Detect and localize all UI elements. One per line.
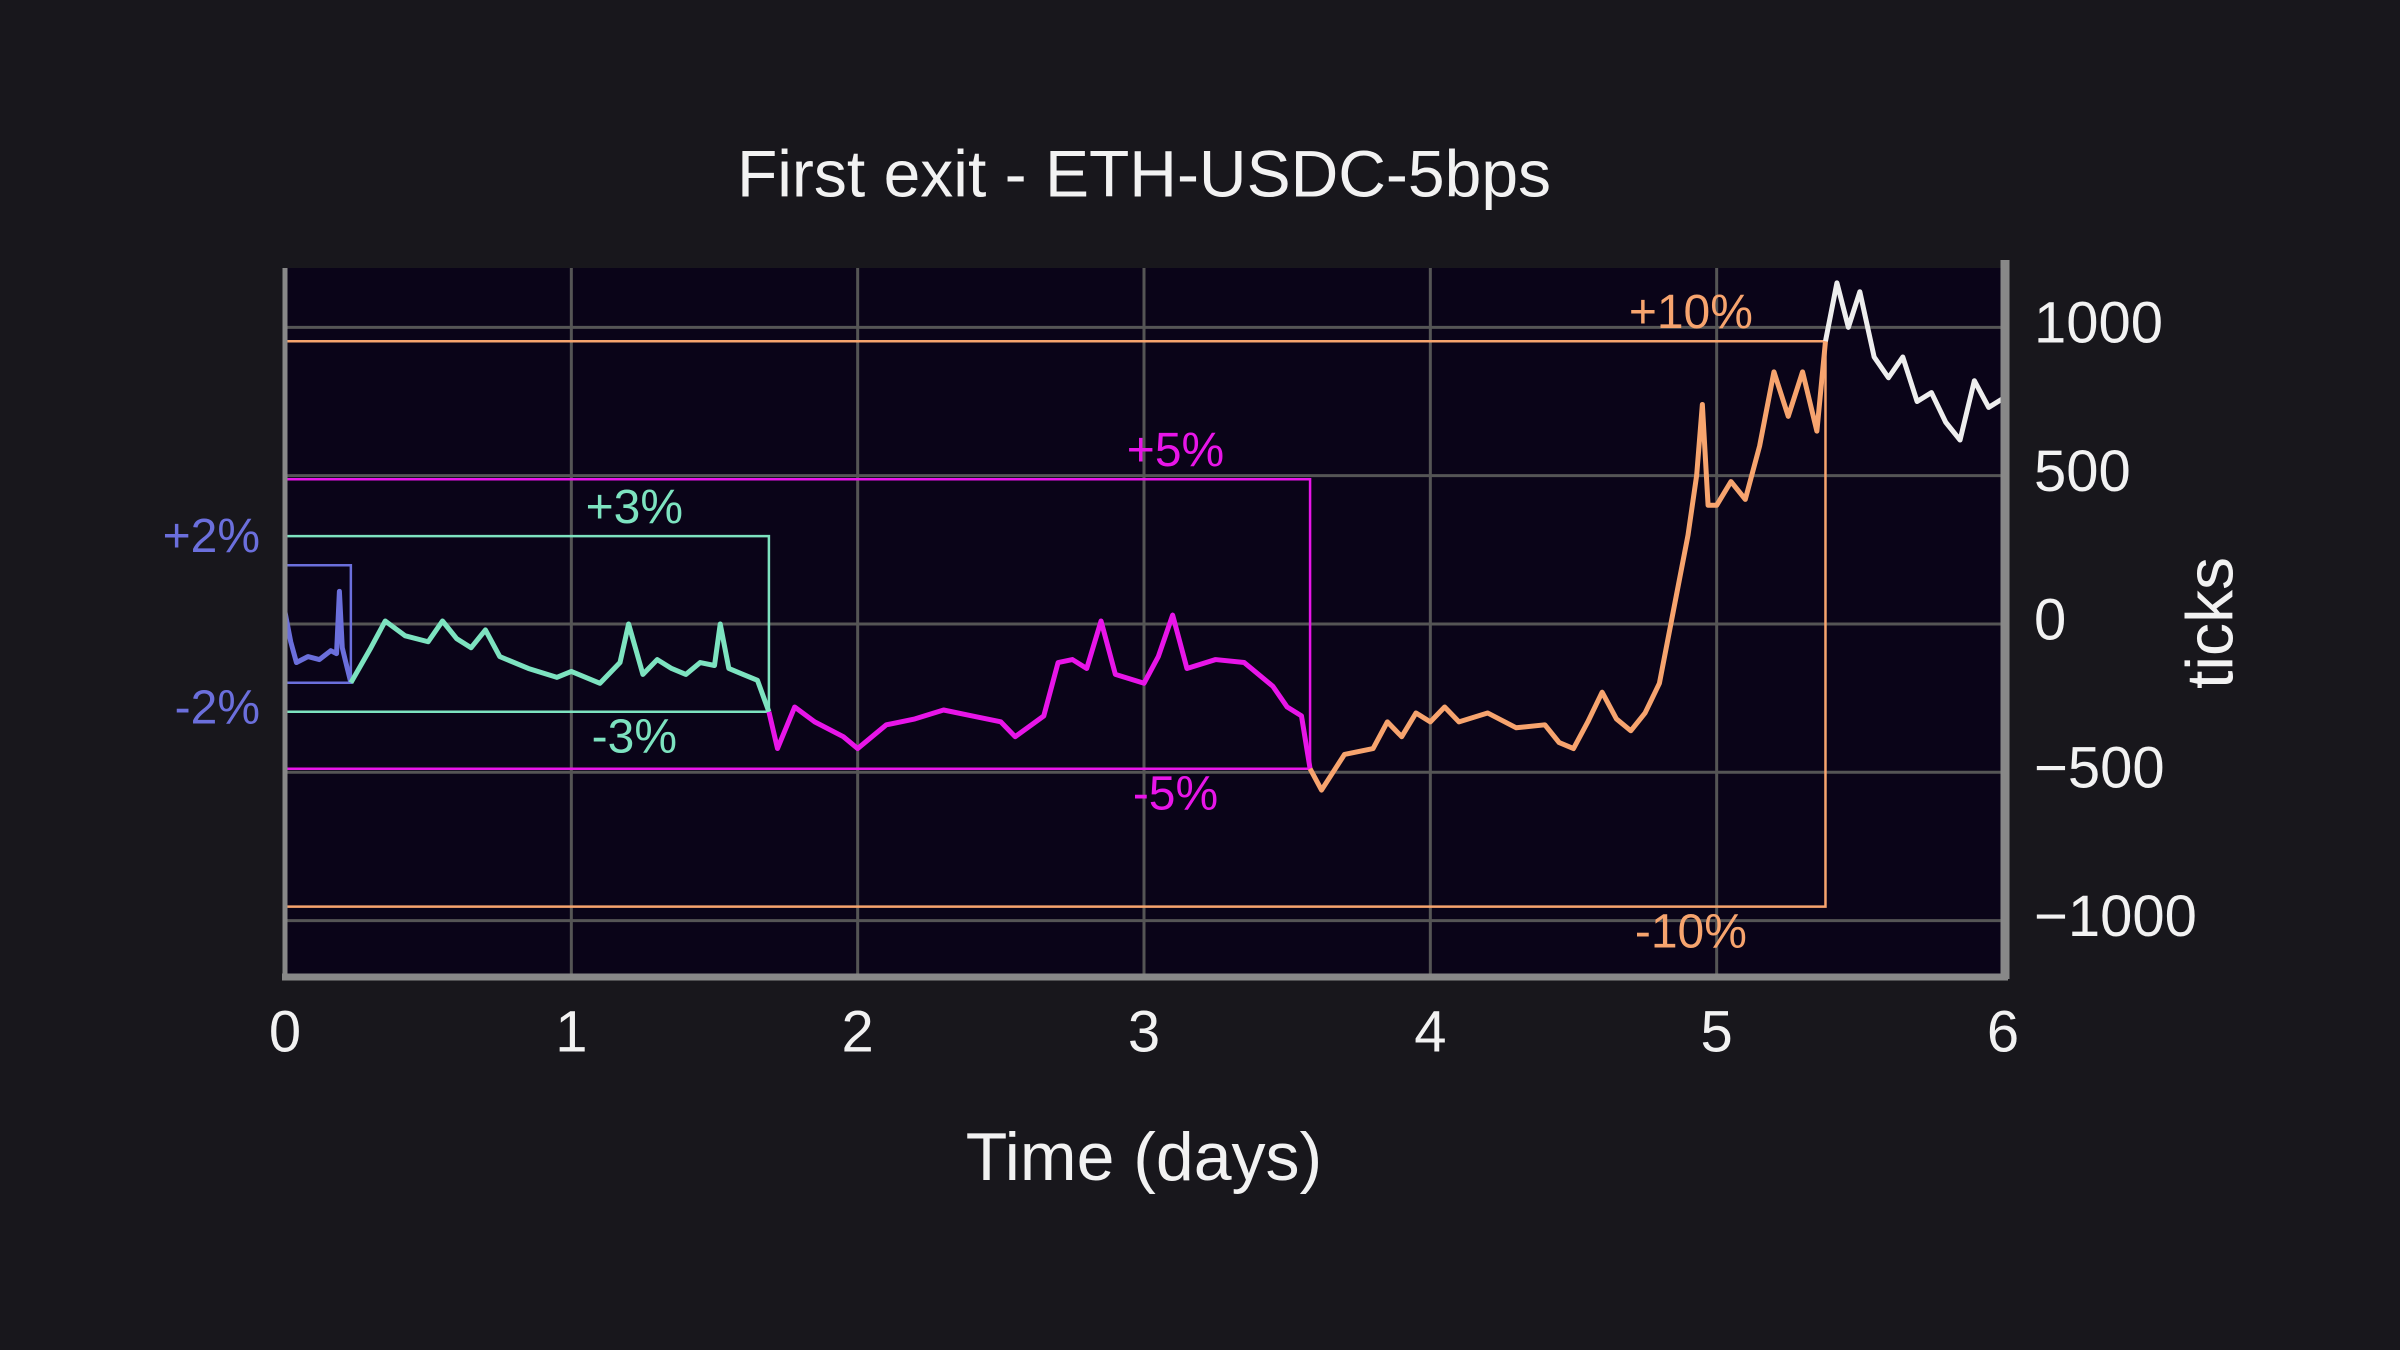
series-line: [1823, 280, 2005, 443]
band-lower-label: -3%: [592, 710, 677, 763]
y-tick-label: 0: [2034, 587, 2066, 652]
band-lower-label: -10%: [1635, 905, 1747, 958]
exit-band: [285, 477, 1312, 770]
x-tick-label: 3: [1128, 999, 1160, 1064]
y-axis-label: ticks: [2172, 557, 2246, 689]
series-line: [282, 588, 354, 684]
y-tick-label: −1000: [2034, 884, 2197, 949]
x-tick-label: 4: [1414, 999, 1446, 1064]
band-lower-label: -5%: [1133, 767, 1218, 820]
x-tick-label: 6: [1987, 999, 2019, 1064]
band-upper-label: +2%: [163, 510, 260, 563]
series-line: [766, 612, 1313, 770]
band-upper-label: +5%: [1127, 424, 1224, 477]
exit-band: [285, 340, 1827, 908]
x-tick-label: 5: [1701, 999, 1733, 1064]
y-tick-label: −500: [2034, 736, 2165, 801]
y-tick-label: 1000: [2034, 291, 2163, 356]
band-upper-label: +3%: [586, 481, 683, 534]
x-tick-label: 0: [269, 999, 301, 1064]
exit-band: [285, 563, 353, 684]
exit-band: [285, 534, 771, 714]
x-tick-label: 1: [555, 999, 587, 1064]
band-lower-label: -2%: [175, 681, 260, 734]
chart-title: First exit - ETH-USDC-5bps: [737, 136, 1551, 210]
band-upper-label: +10%: [1629, 286, 1753, 339]
series-line: [1307, 341, 1828, 793]
x-axis-label: Time (days): [966, 1119, 1322, 1195]
y-tick-label: 500: [2034, 439, 2131, 504]
series-line: [348, 618, 772, 713]
x-tick-label: 2: [842, 999, 874, 1064]
